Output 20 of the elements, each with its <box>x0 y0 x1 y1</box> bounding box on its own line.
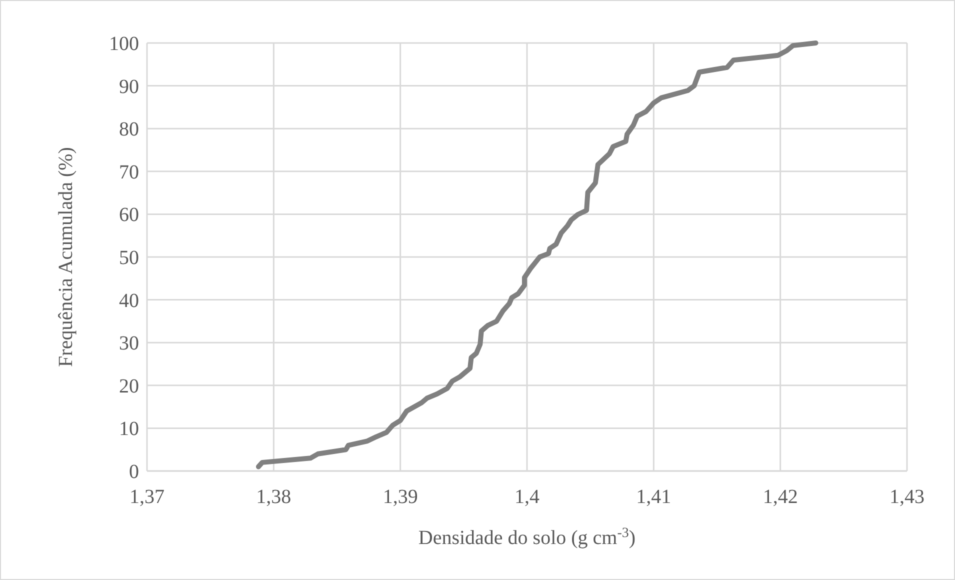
x-tick-label: 1,38 <box>256 486 292 508</box>
x-tick-label: 1,43 <box>890 486 924 508</box>
y-tick-label: 40 <box>119 290 139 312</box>
x-tick-label: 1,39 <box>382 486 418 508</box>
y-tick-label: 90 <box>119 76 139 98</box>
x-tick-label: 1,4 <box>514 486 540 508</box>
x-axis-title: Densidade do solo (g cm$^{-3}$) <box>418 526 636 549</box>
y-tick-label: 30 <box>119 332 139 355</box>
y-tick-label: 100 <box>109 33 139 55</box>
x-tick-label: 1,41 <box>636 486 672 508</box>
y-tick-label: 50 <box>119 247 139 269</box>
y-tick-label: 10 <box>119 418 139 440</box>
y-tick-label: 70 <box>119 161 139 184</box>
y-tick-label: 0 <box>129 461 139 483</box>
x-tick-label: 1,37 <box>130 486 164 508</box>
y-tick-label: 20 <box>119 375 139 398</box>
y-tick-label: 60 <box>119 204 139 226</box>
x-tick-label: 1,42 <box>762 486 798 508</box>
y-axis-title: Frequência Acumulada (%) <box>55 147 77 367</box>
y-tick-label: 80 <box>119 118 139 141</box>
